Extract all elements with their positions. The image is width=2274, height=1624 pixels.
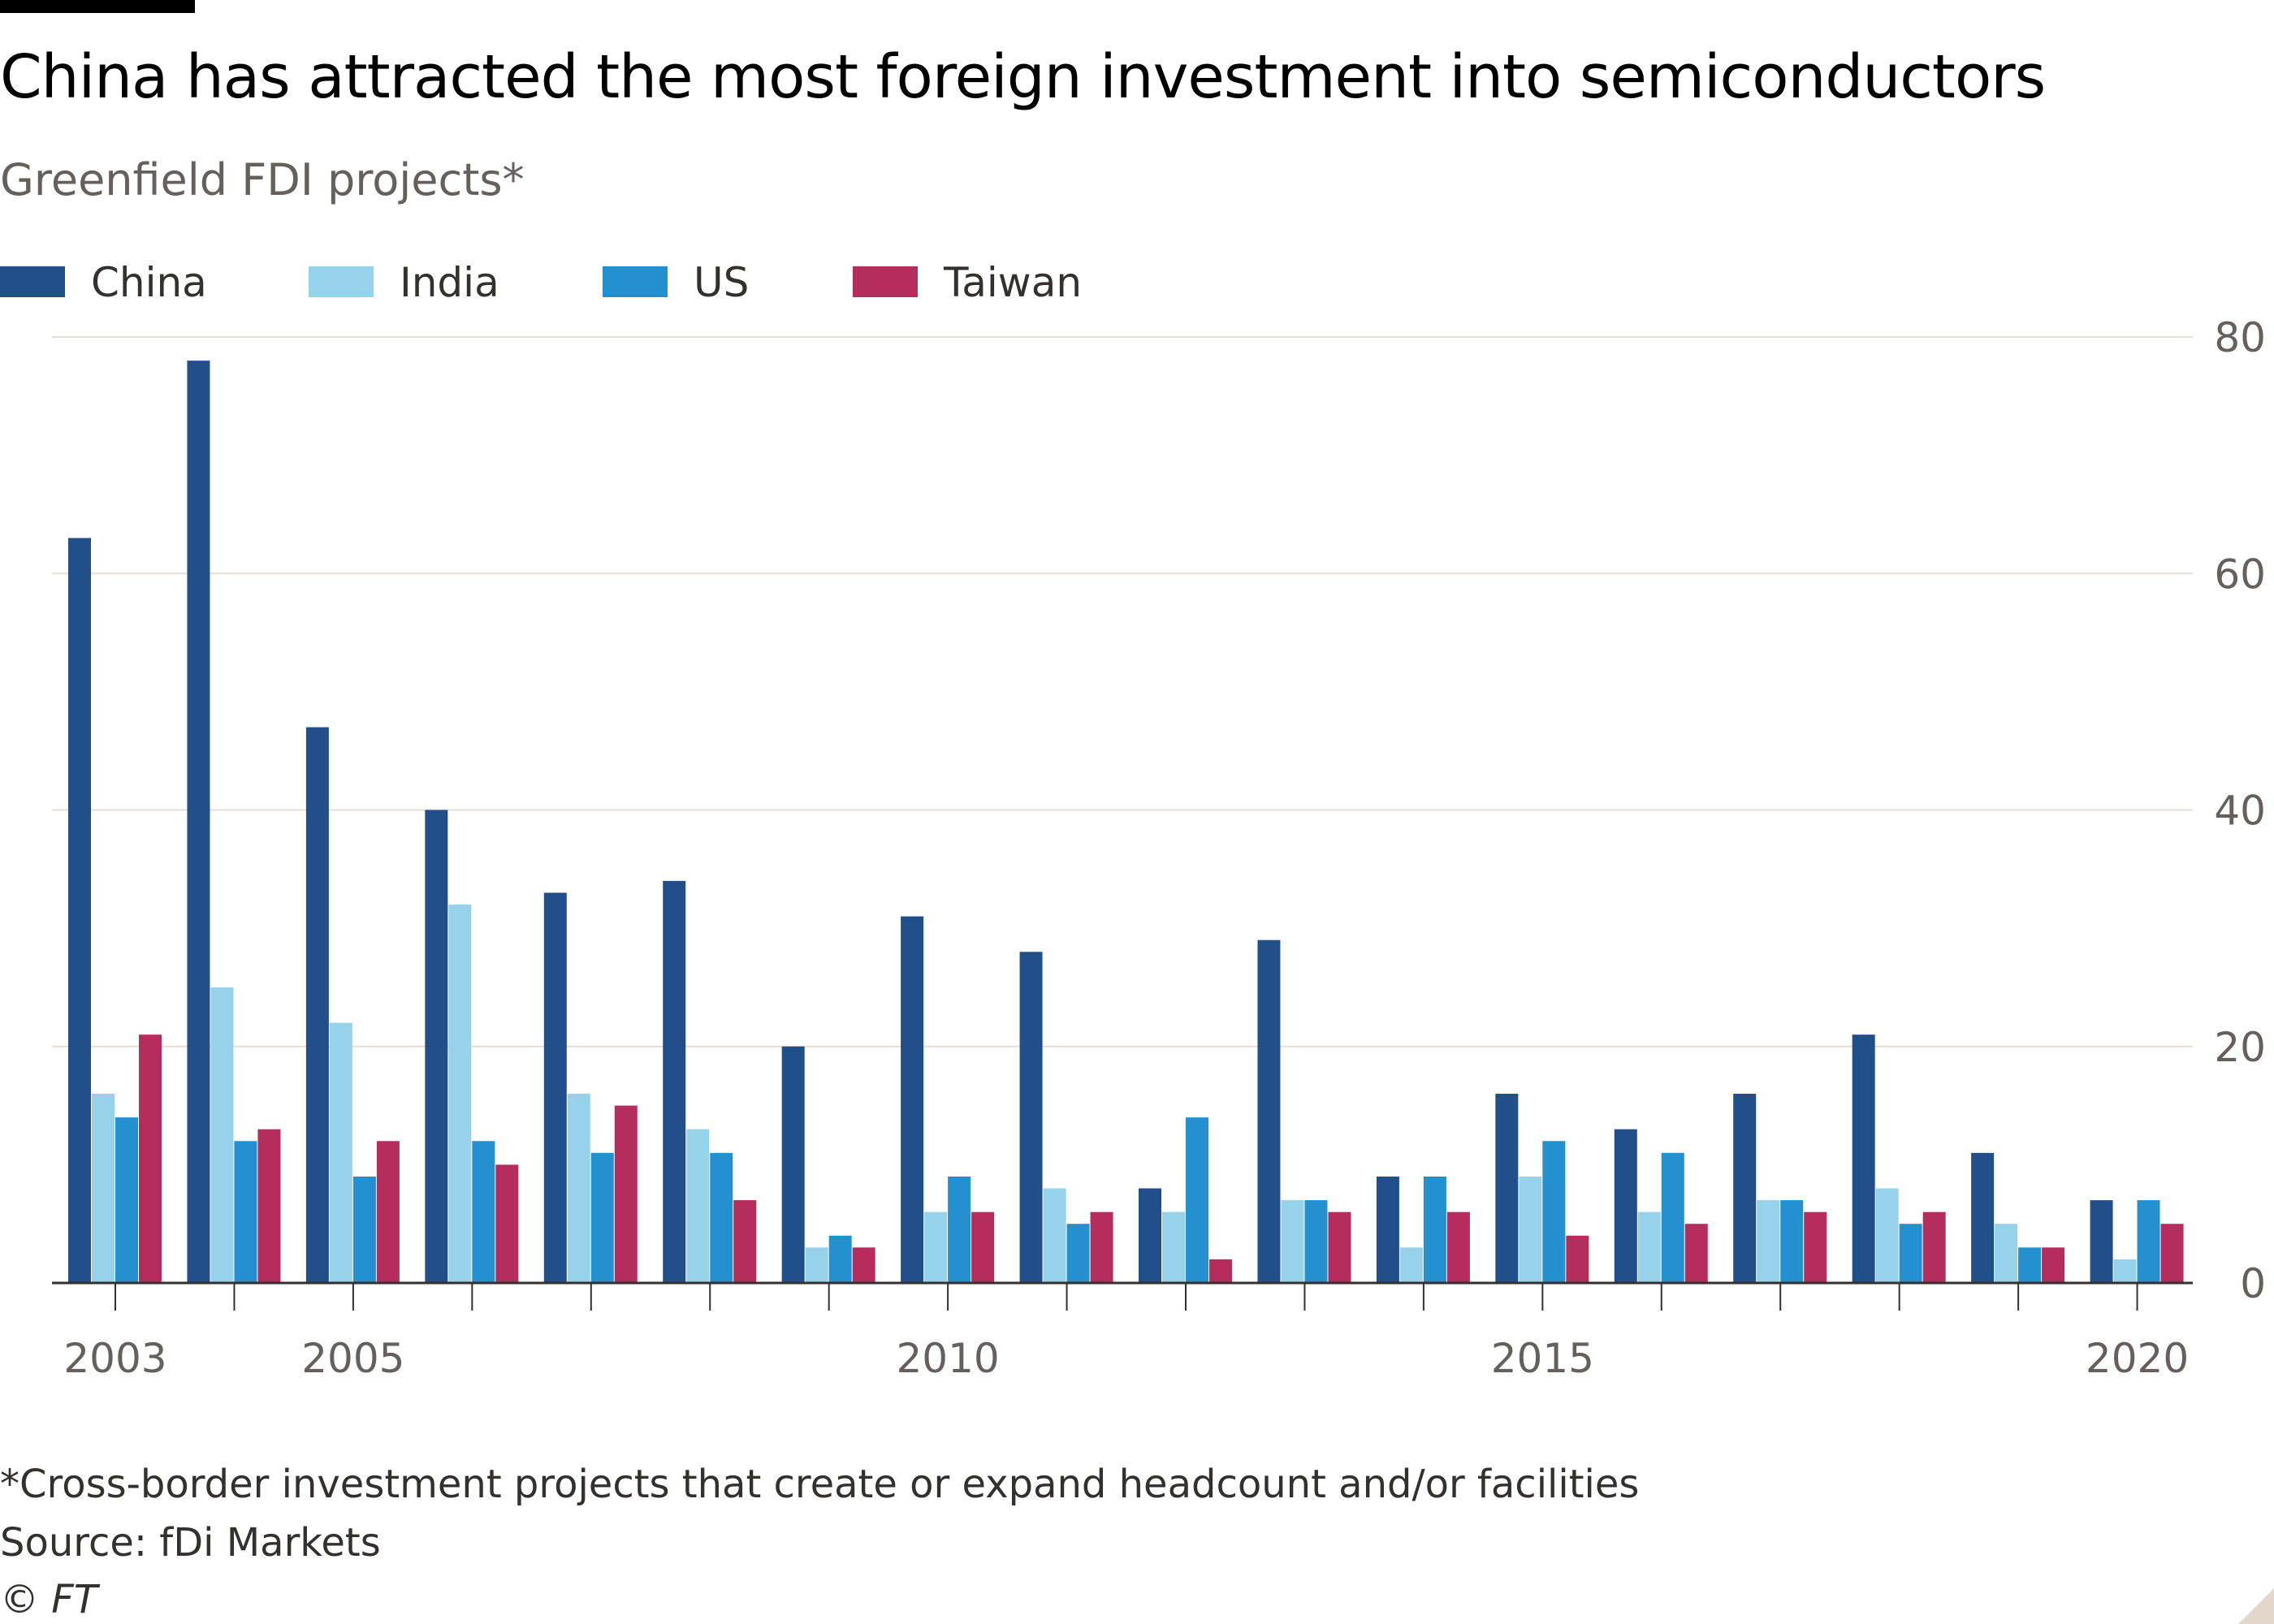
legend-swatch-us [603, 266, 668, 297]
bar-us-2014 [1423, 1176, 1446, 1283]
legend-label-taiwan: Taiwan [944, 259, 1083, 306]
bar-us-2015 [1542, 1141, 1566, 1283]
bar-taiwan-2008 [733, 1200, 757, 1283]
bar-us-2008 [710, 1152, 733, 1283]
bar-us-2010 [948, 1176, 971, 1283]
bar-india-2009 [805, 1247, 828, 1283]
y-tick-label: 0 [2240, 1260, 2266, 1307]
bar-china-2015 [1495, 1094, 1519, 1283]
bar-us-2011 [1066, 1224, 1090, 1283]
bar-taiwan-2013 [1328, 1212, 1351, 1283]
bar-taiwan-2010 [971, 1212, 995, 1283]
bar-taiwan-2015 [1566, 1235, 1589, 1283]
bar-china-2013 [1257, 939, 1281, 1283]
x-tick-label: 2015 [1491, 1335, 1594, 1382]
bar-india-2004 [210, 987, 234, 1283]
bar-china-2017 [1733, 1094, 1757, 1283]
bar-china-2005 [305, 727, 329, 1283]
bar-taiwan-2009 [852, 1247, 875, 1283]
bar-taiwan-2017 [1804, 1212, 1827, 1283]
bar-taiwan-2011 [1090, 1212, 1113, 1283]
bar-china-2006 [425, 810, 448, 1283]
bar-india-2012 [1162, 1212, 1185, 1283]
bar-taiwan-2014 [1446, 1212, 1470, 1283]
bar-chart: 0 20 40 60 80 2003 2005 2010 2015 2020 [52, 314, 2266, 1382]
bar-india-2020 [2113, 1259, 2137, 1283]
bar-china-2008 [663, 880, 686, 1283]
bar-china-2007 [543, 892, 567, 1283]
x-tick-label: 2003 [63, 1335, 166, 1382]
legend-label-india: India [400, 259, 499, 306]
legend-swatch-china [0, 266, 65, 297]
bar-india-2006 [448, 905, 472, 1283]
bar-india-2007 [567, 1094, 590, 1283]
bar-india-2014 [1399, 1247, 1423, 1283]
bar-china-2010 [901, 916, 924, 1283]
legend-label-china: China [91, 259, 207, 306]
bar-taiwan-2003 [139, 1034, 162, 1283]
x-tick-label: 2020 [2086, 1335, 2189, 1382]
bar-us-2003 [115, 1117, 138, 1283]
bar-us-2019 [2018, 1247, 2042, 1283]
bar-taiwan-2016 [1684, 1224, 1708, 1283]
brand-bar [0, 0, 195, 13]
corner-mark [2238, 1588, 2274, 1624]
bar-india-2016 [1637, 1212, 1661, 1283]
bar-taiwan-2006 [495, 1164, 519, 1283]
bar-india-2019 [1995, 1224, 2018, 1283]
y-tick-label: 20 [2214, 1024, 2266, 1071]
bar-india-2008 [686, 1129, 710, 1283]
bar-taiwan-2018 [1922, 1212, 1946, 1283]
bar-taiwan-2020 [2160, 1224, 2184, 1283]
source-note: Source: fDi Markets [0, 1520, 381, 1566]
x-tick-label: 2005 [301, 1335, 404, 1382]
bar-india-2015 [1519, 1176, 1542, 1283]
bar-china-2019 [1971, 1152, 1995, 1283]
copyright-note: © FT [0, 1577, 98, 1622]
bar-taiwan-2019 [2042, 1247, 2065, 1283]
bar-us-2016 [1661, 1152, 1684, 1283]
bar-india-2010 [924, 1212, 948, 1283]
x-tick-label: 2010 [896, 1335, 999, 1382]
legend-swatch-india [309, 266, 374, 297]
bar-taiwan-2007 [614, 1105, 638, 1283]
chart-subtitle: Greenfield FDI projects* [0, 154, 525, 205]
bar-us-2007 [590, 1152, 614, 1283]
bar-china-2003 [68, 538, 91, 1283]
bar-us-2005 [352, 1176, 376, 1283]
bar-china-2009 [781, 1046, 805, 1283]
y-tick-label: 80 [2214, 314, 2266, 361]
legend-label-us: US [694, 259, 750, 306]
chart-title: China has attracted the most foreign inv… [0, 42, 2046, 112]
bar-china-2020 [2090, 1200, 2113, 1283]
bar-taiwan-2012 [1209, 1259, 1232, 1283]
bar-india-2017 [1757, 1200, 1780, 1283]
bar-taiwan-2005 [376, 1141, 400, 1283]
bar-taiwan-2004 [257, 1129, 281, 1283]
bar-china-2018 [1852, 1034, 1875, 1283]
bar-us-2006 [472, 1141, 495, 1283]
y-tick-label: 60 [2214, 551, 2266, 598]
bar-us-2009 [828, 1235, 852, 1283]
bar-india-2013 [1281, 1200, 1304, 1283]
bar-india-2011 [1043, 1188, 1066, 1283]
bar-us-2013 [1304, 1200, 1328, 1283]
bar-china-2004 [187, 361, 210, 1283]
legend-swatch-taiwan [853, 266, 918, 297]
bar-us-2012 [1186, 1117, 1208, 1283]
bar-china-2011 [1019, 952, 1043, 1283]
bar-india-2005 [329, 1022, 352, 1283]
bar-china-2014 [1376, 1176, 1399, 1283]
bar-us-2004 [234, 1141, 257, 1283]
bar-india-2018 [1875, 1188, 1899, 1283]
bar-china-2012 [1139, 1188, 1161, 1283]
bar-china-2016 [1614, 1129, 1637, 1283]
bar-us-2020 [2137, 1200, 2160, 1283]
y-tick-label: 40 [2214, 788, 2266, 835]
bar-india-2003 [92, 1094, 115, 1283]
bar-us-2017 [1780, 1200, 1804, 1283]
footnote: *Cross-border investment projects that c… [0, 1462, 1640, 1507]
bar-us-2018 [1899, 1224, 1922, 1283]
